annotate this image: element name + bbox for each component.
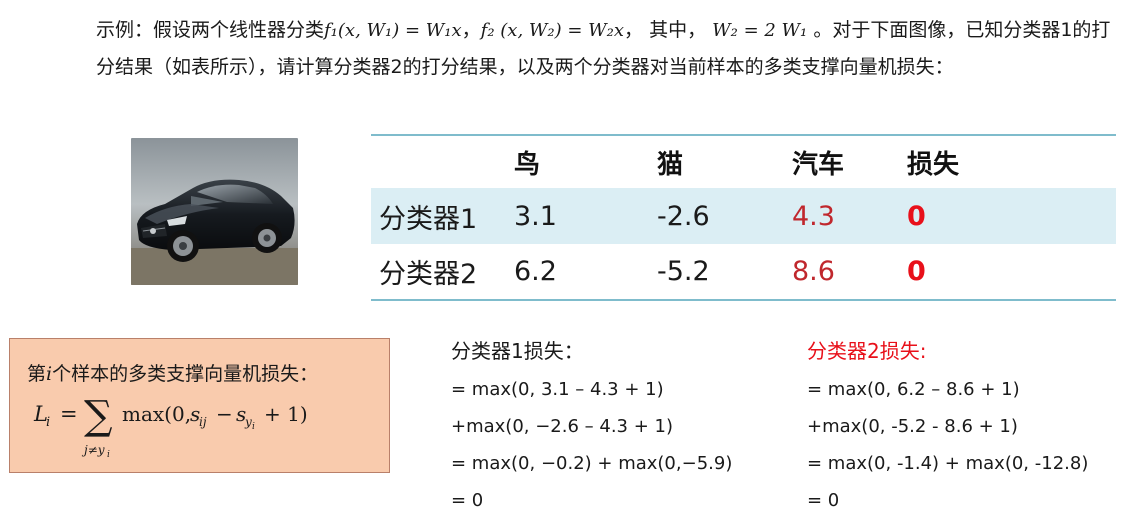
svm-loss-formula-box: 第i个样本的多类支撑向量机损失： L i = ∑ j≠y i max(0, s … bbox=[9, 338, 390, 473]
svg-text:s: s bbox=[190, 402, 200, 426]
calc1-line: +max(0, −2.6 – 4.3 + 1) bbox=[451, 416, 673, 437]
intro-sep2: ， 其中， bbox=[624, 19, 707, 41]
header-cat: 猫 bbox=[657, 149, 684, 180]
calc2-line: = max(0, 6.2 – 8.6 + 1) bbox=[807, 379, 1020, 400]
header-empty bbox=[371, 135, 514, 188]
calc2-heading: 分类器2损失: bbox=[807, 339, 927, 363]
header-loss: 损失 bbox=[907, 149, 960, 180]
calc2-line: +max(0, -5.2 - 8.6 + 1) bbox=[807, 416, 1018, 437]
calc2-line: = 0 bbox=[807, 490, 840, 511]
score-cat: -5.2 bbox=[657, 256, 710, 287]
header-bird: 鸟 bbox=[514, 149, 541, 180]
formula-f2: f₂ (x, W₂) = W₂x bbox=[480, 20, 625, 41]
formula-w2: W₂ = 2 W₁ bbox=[712, 20, 808, 41]
svg-text:i: i bbox=[252, 422, 255, 432]
formula-title-suffix: 个样本的多类支撑向量机损失： bbox=[52, 363, 319, 385]
loss-value: 0 bbox=[907, 188, 1116, 244]
classifier1-loss-calculation: 分类器1损失： = max(0, 3.1 – 4.3 + 1) +max(0, … bbox=[451, 333, 732, 519]
svg-text:−: − bbox=[216, 402, 233, 426]
svg-text:j≠y: j≠y bbox=[81, 443, 105, 457]
svg-text:y: y bbox=[244, 415, 252, 429]
svg-text:∑: ∑ bbox=[84, 393, 113, 439]
car-photo bbox=[131, 138, 298, 285]
intro-rest: 。对于下面图像，已知分类器1的打分结果（如表所示），请计算分类器2的打分结果，以… bbox=[96, 19, 1111, 78]
calc1-heading: 分类器1损失： bbox=[451, 339, 584, 363]
svg-text:=: = bbox=[60, 402, 78, 426]
calc1-line: = 0 bbox=[451, 490, 484, 511]
score-bird: 3.1 bbox=[514, 188, 657, 244]
svg-text:max(0,: max(0, bbox=[122, 402, 191, 426]
intro-prefix: 示例：假设两个线性器分类 bbox=[96, 19, 325, 41]
svg-text:+ 1): + 1) bbox=[264, 402, 308, 426]
calc2-line: = max(0, -1.4) + max(0, -12.8) bbox=[807, 453, 1089, 474]
score-table: 鸟 猫 汽车 损失 分类器1 3.1 -2.6 4.3 0 分类器2 6.2 -… bbox=[371, 134, 1116, 301]
formula-title-prefix: 第 bbox=[27, 363, 47, 385]
score-cat: -2.6 bbox=[657, 188, 792, 244]
svg-text:i: i bbox=[107, 450, 110, 460]
table-header-row: 鸟 猫 汽车 损失 bbox=[371, 135, 1116, 188]
problem-statement: 示例：假设两个线性器分类f₁(x, W₁) = W₁x，f₂ (x, W₂) =… bbox=[96, 12, 1116, 86]
calc1-line: = max(0, 3.1 – 4.3 + 1) bbox=[451, 379, 664, 400]
formula-f1: f₁(x, W₁) = W₁x bbox=[324, 20, 462, 41]
classifier-name: 分类器2 bbox=[379, 259, 478, 290]
score-car: 8.6 bbox=[792, 256, 835, 287]
calc1-line: = max(0, −0.2) + max(0,−5.9) bbox=[451, 453, 733, 474]
svg-text:L: L bbox=[33, 402, 48, 426]
score-bird: 6.2 bbox=[514, 256, 557, 287]
header-car: 汽车 bbox=[792, 149, 845, 180]
table-row: 分类器2 6.2 -5.2 8.6 0 bbox=[371, 244, 1116, 300]
svg-text:i: i bbox=[46, 415, 50, 430]
formula-title-var: i bbox=[46, 363, 53, 385]
table-row: 分类器1 3.1 -2.6 4.3 0 bbox=[371, 188, 1116, 244]
classifier-name: 分类器1 bbox=[371, 188, 514, 244]
classifier2-loss-calculation: 分类器2损失: = max(0, 6.2 – 8.6 + 1) +max(0, … bbox=[807, 333, 1088, 519]
loss-value: 0 bbox=[907, 256, 926, 287]
svm-loss-equation: L i = ∑ j≠y i max(0, s ij − s y i + 1) bbox=[33, 393, 308, 460]
intro-sep1: ， bbox=[461, 19, 481, 41]
formula-title: 第i个样本的多类支撑向量机损失： bbox=[27, 359, 318, 386]
svg-text:ij: ij bbox=[199, 415, 207, 429]
score-car: 4.3 bbox=[792, 188, 907, 244]
svg-text:s: s bbox=[236, 402, 246, 426]
